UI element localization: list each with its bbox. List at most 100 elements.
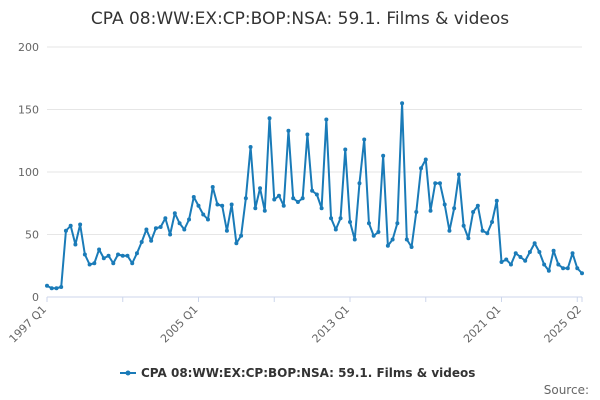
data-point[interactable] bbox=[404, 237, 409, 242]
data-point[interactable] bbox=[144, 227, 149, 232]
data-point[interactable] bbox=[466, 236, 471, 241]
data-point[interactable] bbox=[329, 216, 334, 221]
data-point[interactable] bbox=[556, 262, 561, 267]
data-point[interactable] bbox=[537, 250, 542, 254]
data-point[interactable] bbox=[333, 227, 338, 232]
data-point[interactable] bbox=[305, 132, 310, 137]
data-point[interactable] bbox=[286, 128, 291, 133]
data-point[interactable] bbox=[376, 230, 381, 234]
data-point[interactable] bbox=[191, 195, 196, 199]
data-point[interactable] bbox=[456, 172, 461, 177]
data-point[interactable] bbox=[366, 221, 371, 226]
data-point[interactable] bbox=[111, 261, 116, 266]
data-point[interactable] bbox=[314, 192, 319, 197]
data-point[interactable] bbox=[78, 222, 83, 227]
data-point[interactable] bbox=[362, 137, 367, 142]
data-point[interactable] bbox=[310, 188, 315, 193]
data-point[interactable] bbox=[575, 266, 580, 271]
data-point[interactable] bbox=[87, 262, 92, 267]
data-point[interactable] bbox=[82, 252, 87, 257]
data-point[interactable] bbox=[437, 181, 442, 186]
data-point[interactable] bbox=[182, 227, 187, 232]
data-point[interactable] bbox=[423, 157, 428, 162]
data-point[interactable] bbox=[101, 256, 106, 261]
data-point[interactable] bbox=[442, 202, 447, 207]
data-point[interactable] bbox=[561, 266, 566, 271]
data-point[interactable] bbox=[480, 228, 485, 233]
data-point[interactable] bbox=[49, 286, 54, 291]
data-point[interactable] bbox=[239, 233, 244, 238]
data-point[interactable] bbox=[106, 253, 111, 258]
data-point[interactable] bbox=[97, 247, 102, 252]
data-point[interactable] bbox=[59, 285, 64, 289]
data-point[interactable] bbox=[158, 225, 163, 229]
data-point[interactable] bbox=[92, 261, 97, 266]
data-point[interactable] bbox=[220, 203, 225, 208]
data-point[interactable] bbox=[409, 245, 414, 249]
data-point[interactable] bbox=[565, 266, 570, 271]
legend[interactable]: CPA 08:WW:EX:CP:BOP:NSA: 59.1. Films & v… bbox=[120, 366, 475, 380]
data-point[interactable] bbox=[527, 250, 532, 254]
data-point[interactable] bbox=[371, 233, 376, 238]
data-point[interactable] bbox=[262, 208, 267, 213]
data-point[interactable] bbox=[73, 242, 78, 247]
data-point[interactable] bbox=[187, 217, 192, 222]
data-point[interactable] bbox=[428, 208, 433, 213]
data-point[interactable] bbox=[172, 211, 177, 216]
data-point[interactable] bbox=[461, 223, 466, 228]
data-point[interactable] bbox=[149, 238, 154, 243]
data-point[interactable] bbox=[414, 210, 419, 214]
data-point[interactable] bbox=[201, 212, 206, 217]
data-point[interactable] bbox=[400, 101, 405, 106]
data-point[interactable] bbox=[357, 181, 362, 186]
data-point[interactable] bbox=[248, 145, 253, 149]
data-point[interactable] bbox=[125, 253, 130, 258]
data-point[interactable] bbox=[433, 181, 438, 186]
data-point[interactable] bbox=[54, 286, 59, 291]
data-point[interactable] bbox=[267, 116, 272, 121]
data-point[interactable] bbox=[300, 196, 305, 201]
data-point[interactable] bbox=[523, 258, 528, 263]
data-point[interactable] bbox=[447, 228, 452, 233]
data-point[interactable] bbox=[338, 216, 343, 221]
data-point[interactable] bbox=[494, 198, 499, 203]
data-point[interactable] bbox=[295, 200, 300, 204]
data-point[interactable] bbox=[395, 221, 400, 226]
data-point[interactable] bbox=[253, 206, 258, 211]
data-point[interactable] bbox=[546, 268, 551, 273]
data-point[interactable] bbox=[205, 217, 210, 222]
data-point[interactable] bbox=[570, 251, 575, 256]
data-point[interactable] bbox=[168, 232, 173, 237]
data-point[interactable] bbox=[485, 231, 490, 236]
data-point[interactable] bbox=[68, 223, 73, 228]
data-point[interactable] bbox=[452, 206, 457, 211]
data-point[interactable] bbox=[243, 196, 248, 201]
data-point[interactable] bbox=[475, 203, 480, 208]
data-point[interactable] bbox=[508, 262, 513, 267]
data-point[interactable] bbox=[348, 220, 353, 224]
data-point[interactable] bbox=[210, 185, 215, 189]
data-point[interactable] bbox=[419, 166, 424, 171]
data-point[interactable] bbox=[258, 186, 263, 191]
data-point[interactable] bbox=[551, 248, 556, 253]
data-point[interactable] bbox=[291, 196, 296, 201]
data-point[interactable] bbox=[215, 202, 220, 207]
data-point[interactable] bbox=[196, 203, 201, 208]
data-point[interactable] bbox=[177, 221, 182, 226]
data-point[interactable] bbox=[471, 210, 476, 214]
data-point[interactable] bbox=[130, 261, 135, 266]
data-point[interactable] bbox=[343, 147, 348, 152]
data-point[interactable] bbox=[229, 202, 234, 207]
data-point[interactable] bbox=[385, 243, 390, 248]
data-point[interactable] bbox=[272, 197, 277, 202]
data-point[interactable] bbox=[224, 228, 229, 233]
data-point[interactable] bbox=[490, 220, 495, 224]
data-point[interactable] bbox=[381, 153, 386, 158]
data-point[interactable] bbox=[324, 117, 329, 122]
data-point[interactable] bbox=[499, 260, 504, 264]
data-point[interactable] bbox=[153, 226, 158, 231]
data-point[interactable] bbox=[276, 193, 281, 198]
data-point[interactable] bbox=[390, 237, 395, 242]
data-point[interactable] bbox=[63, 228, 68, 233]
data-point[interactable] bbox=[234, 241, 239, 246]
